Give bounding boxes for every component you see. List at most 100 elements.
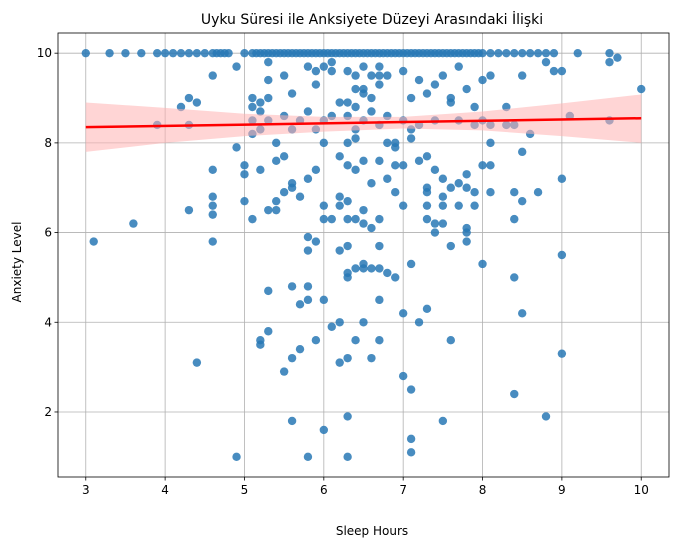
data-point	[335, 152, 344, 161]
x-tick-label: 5	[241, 483, 249, 497]
data-point	[549, 66, 559, 76]
data-point	[168, 48, 178, 58]
data-point	[184, 48, 194, 58]
data-point	[81, 48, 90, 58]
data-point	[367, 264, 376, 273]
data-point	[303, 232, 313, 242]
data-point	[375, 71, 384, 80]
data-point	[208, 192, 217, 201]
data-point	[335, 358, 344, 367]
x-tick-label: 4	[161, 483, 169, 497]
data-point	[438, 219, 448, 228]
data-point	[208, 210, 217, 219]
data-point	[518, 71, 527, 80]
data-point	[319, 138, 329, 148]
x-tick-label: 3	[82, 483, 90, 497]
data-point	[319, 295, 329, 305]
data-point	[422, 188, 432, 197]
data-point	[430, 80, 440, 89]
data-point	[343, 214, 352, 224]
data-point	[295, 300, 305, 309]
data-point	[398, 309, 408, 318]
data-point	[446, 241, 455, 251]
data-point	[438, 416, 448, 426]
data-point	[232, 143, 241, 152]
data-point	[256, 98, 265, 107]
data-point	[462, 183, 471, 192]
data-point	[287, 353, 297, 363]
data-point	[510, 389, 519, 399]
data-point	[287, 89, 297, 98]
plot-area	[57, 32, 670, 478]
y-axis-label: Anxiety Level	[10, 222, 24, 303]
x-tick-label: 8	[479, 483, 487, 497]
data-point	[343, 98, 352, 107]
data-point	[375, 156, 384, 166]
data-point	[343, 161, 352, 170]
data-point	[311, 80, 321, 89]
data-point	[279, 367, 289, 376]
data-point	[303, 107, 313, 116]
data-point	[462, 228, 471, 237]
data-point	[121, 48, 130, 58]
data-point	[462, 170, 471, 179]
data-point	[256, 107, 265, 116]
data-point	[240, 48, 249, 58]
data-point	[367, 71, 376, 80]
data-point	[359, 156, 368, 166]
data-point	[367, 107, 376, 116]
data-point	[525, 48, 535, 58]
data-point	[422, 304, 432, 314]
data-point	[454, 201, 463, 210]
data-point	[478, 259, 487, 269]
data-point	[192, 358, 202, 367]
data-point	[264, 93, 273, 103]
data-point	[176, 48, 186, 58]
data-point	[533, 188, 543, 197]
data-point	[398, 161, 408, 170]
data-point	[478, 48, 487, 58]
data-point	[502, 48, 511, 58]
data-point	[478, 161, 487, 170]
data-point	[359, 62, 368, 71]
data-point	[311, 165, 321, 174]
data-point	[240, 161, 249, 170]
y-tick-label: 8	[44, 136, 52, 150]
data-point	[351, 214, 360, 224]
data-point	[343, 241, 352, 251]
data-point	[359, 219, 368, 228]
data-point	[367, 223, 376, 233]
data-point	[279, 71, 289, 80]
data-point	[351, 134, 360, 143]
data-point	[359, 318, 368, 327]
data-point	[212, 48, 221, 58]
data-point	[311, 237, 321, 246]
data-point	[518, 48, 527, 58]
y-tick-label: 6	[44, 226, 52, 240]
data-point	[232, 452, 241, 462]
data-point	[533, 48, 543, 58]
data-point	[351, 102, 360, 112]
data-point	[264, 327, 273, 336]
data-point	[208, 201, 217, 210]
data-point	[454, 179, 463, 188]
data-point	[287, 183, 297, 192]
data-point	[264, 57, 273, 67]
data-point	[359, 205, 368, 215]
data-point	[287, 282, 297, 291]
data-point	[470, 188, 479, 197]
data-point	[359, 89, 368, 98]
data-point	[494, 48, 503, 58]
data-point	[327, 322, 336, 331]
data-point	[391, 273, 400, 282]
data-point	[510, 273, 519, 282]
data-point	[248, 93, 257, 103]
data-point	[375, 241, 384, 251]
data-point	[637, 84, 646, 94]
data-point	[272, 196, 281, 206]
data-point	[137, 48, 146, 58]
data-point	[470, 102, 479, 112]
data-point	[414, 318, 424, 327]
x-tick-label: 7	[399, 483, 407, 497]
data-point	[470, 201, 479, 210]
